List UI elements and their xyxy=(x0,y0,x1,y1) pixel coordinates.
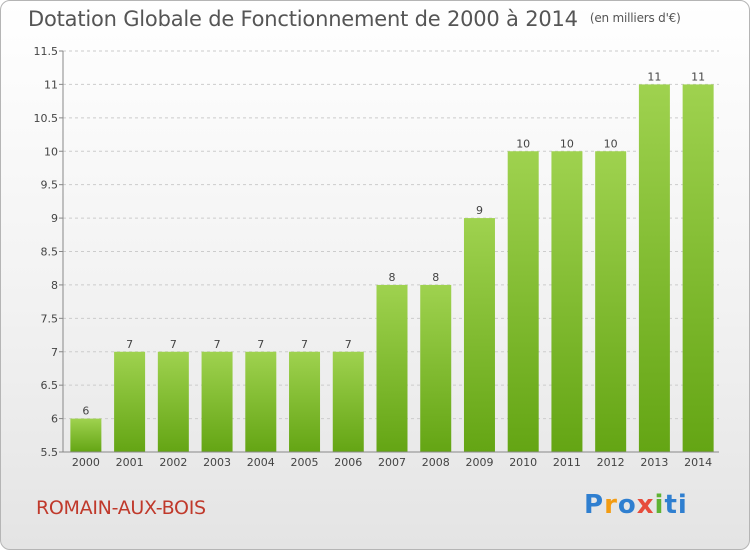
logo-letter: r xyxy=(604,490,618,520)
data-label: 7 xyxy=(301,338,308,351)
y-tick-label: 10 xyxy=(44,145,58,158)
chart-unit: (en milliers d'€) xyxy=(589,11,681,25)
bar xyxy=(114,351,146,452)
data-label: 7 xyxy=(170,338,177,351)
data-label: 10 xyxy=(516,137,530,150)
logo-letter: P xyxy=(584,490,605,520)
x-tick-label: 2004 xyxy=(247,456,275,469)
y-tick-label: 6.5 xyxy=(41,379,59,392)
bars xyxy=(70,84,714,453)
bar xyxy=(420,284,452,452)
chart-title: Dotation Globale de Fonctionnement de 20… xyxy=(28,7,681,31)
data-label: 9 xyxy=(476,204,483,217)
data-label: 7 xyxy=(214,338,221,351)
bar xyxy=(551,151,583,452)
y-tick-label: 11 xyxy=(44,78,58,91)
x-tick-label: 2013 xyxy=(640,456,668,469)
bar xyxy=(245,351,277,452)
data-label: 7 xyxy=(257,338,264,351)
logo-letter: i xyxy=(677,490,688,520)
y-tick-label: 8.5 xyxy=(41,246,59,259)
bar xyxy=(157,351,189,452)
bar xyxy=(289,351,321,452)
data-label: 7 xyxy=(126,338,133,351)
data-label: 6 xyxy=(82,405,89,418)
value-labels: 6 7 7 7 7 7 7 8 8 9 10 10 10 11 11 xyxy=(82,70,705,417)
logo-letter: t xyxy=(664,490,678,520)
x-tick-label: 2000 xyxy=(72,456,100,469)
bar xyxy=(638,84,670,453)
y-tick-label: 6 xyxy=(51,413,58,426)
y-axis: 5.5 6 6.5 7 7.5 8 8.5 9 9.5 10 10.5 11 11.5 xyxy=(34,45,64,459)
x-axis: 2000 2001 2002 2003 2004 2005 2006 2007 2008 2009… xyxy=(63,451,719,469)
data-label: 8 xyxy=(389,271,396,284)
x-tick-label: 2012 xyxy=(597,456,625,469)
x-tick-label: 2003 xyxy=(203,456,231,469)
x-tick-label: 2008 xyxy=(422,456,450,469)
y-tick-label: 11.5 xyxy=(34,45,59,58)
y-tick-label: 7 xyxy=(51,346,58,359)
logo-letter: x xyxy=(636,490,655,520)
bar xyxy=(201,351,233,452)
bar xyxy=(332,351,364,452)
logo-letter: i xyxy=(654,490,665,520)
data-label: 7 xyxy=(345,338,352,351)
data-label: 8 xyxy=(432,271,439,284)
x-tick-label: 2011 xyxy=(553,456,581,469)
x-tick-label: 2007 xyxy=(378,456,406,469)
bar xyxy=(595,151,627,452)
bar xyxy=(376,284,408,452)
bar xyxy=(507,151,539,452)
x-tick-label: 2009 xyxy=(465,456,493,469)
y-tick-label: 8 xyxy=(51,279,58,292)
bar xyxy=(463,218,495,452)
y-tick-label: 7.5 xyxy=(41,312,59,325)
y-tick-label: 10.5 xyxy=(34,112,59,125)
chart-title-text: Dotation Globale de Fonctionnement de 20… xyxy=(28,7,578,31)
y-tick-label: 9 xyxy=(51,212,58,225)
bar xyxy=(70,418,102,452)
y-tick-label: 9.5 xyxy=(41,179,59,192)
bar xyxy=(682,84,714,453)
x-tick-label: 2010 xyxy=(509,456,537,469)
commune-name: ROMAIN-AUX-BOIS xyxy=(36,497,206,519)
data-label: 10 xyxy=(560,137,574,150)
x-tick-label: 2006 xyxy=(334,456,362,469)
proxiti-logo: Proxiti xyxy=(584,490,688,520)
x-tick-label: 2001 xyxy=(116,456,144,469)
x-tick-label: 2005 xyxy=(291,456,319,469)
data-label: 11 xyxy=(691,70,705,83)
x-tick-label: 2002 xyxy=(159,456,187,469)
x-tick-label: 2014 xyxy=(684,456,712,469)
data-label: 11 xyxy=(647,70,661,83)
data-label: 10 xyxy=(604,137,618,150)
logo-letter: o xyxy=(617,490,637,520)
y-tick-label: 5.5 xyxy=(41,446,59,459)
